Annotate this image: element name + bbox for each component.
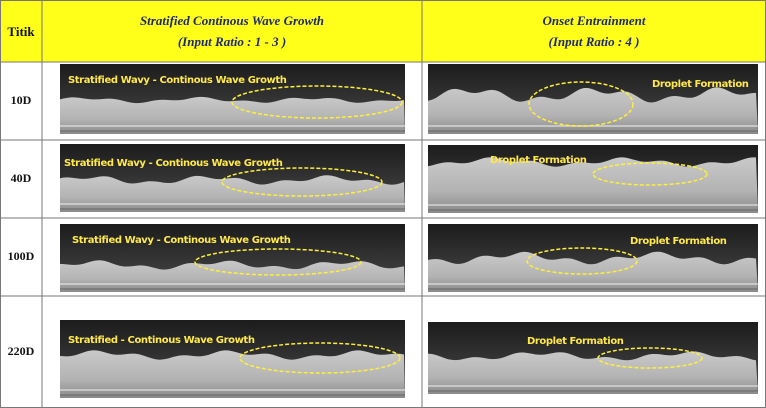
image-caption: Droplet Formation <box>527 336 624 347</box>
image-caption: Stratified Wavy - Continous Wave Growth <box>68 75 287 86</box>
row-label: 220D <box>8 344 35 358</box>
liquid-region <box>428 157 758 213</box>
row-label: 10D <box>11 93 32 107</box>
image-caption: Stratified Wavy - Continous Wave Growth <box>64 158 283 169</box>
flow-image: Stratified Wavy - Continous Wave Growth <box>60 224 405 292</box>
liquid-region <box>428 251 758 292</box>
flow-image: Droplet Formation <box>428 64 758 134</box>
header-cell: (Input Ratio : 4 ) <box>548 34 639 49</box>
image-caption: Droplet Formation <box>490 155 587 166</box>
header-cell: Titik <box>7 24 35 39</box>
image-caption: Droplet Formation <box>652 79 749 90</box>
highlight-ellipse <box>597 347 703 369</box>
highlight-ellipse <box>592 162 708 186</box>
highlight-ellipse <box>221 167 383 197</box>
flow-image: Droplet Formation <box>428 322 758 394</box>
highlight-ellipse <box>231 85 403 119</box>
highlight-ellipse <box>239 342 401 374</box>
image-caption: Droplet Formation <box>630 236 727 247</box>
header-cell: (Input Ratio : 1 - 3 ) <box>178 34 286 49</box>
image-caption: Stratified - Continous Wave Growth <box>68 335 255 346</box>
header-cell: Onset Entrainment <box>543 13 646 28</box>
liquid-region <box>60 350 405 398</box>
highlight-ellipse <box>526 247 638 275</box>
liquid-region <box>428 87 758 134</box>
image-caption: Stratified Wavy - Continous Wave Growth <box>72 235 291 246</box>
flow-image: Droplet Formation <box>428 145 758 213</box>
row-label: 100D <box>8 249 35 263</box>
liquid-region <box>60 175 405 212</box>
flow-image: Stratified Wavy - Continous Wave Growth <box>60 64 405 134</box>
liquid-region <box>60 96 405 134</box>
header-cell: Stratified Continous Wave Growth <box>140 13 324 28</box>
flow-image: Droplet Formation <box>428 224 758 292</box>
liquid-region <box>60 260 405 292</box>
header-bg <box>0 0 766 62</box>
flow-image: Stratified - Continous Wave Growth <box>60 320 405 398</box>
flow-image: Stratified Wavy - Continous Wave Growth <box>60 144 405 212</box>
highlight-ellipse <box>528 81 634 127</box>
liquid-region <box>428 351 758 394</box>
highlight-ellipse <box>194 248 362 276</box>
row-label: 40D <box>11 171 32 185</box>
